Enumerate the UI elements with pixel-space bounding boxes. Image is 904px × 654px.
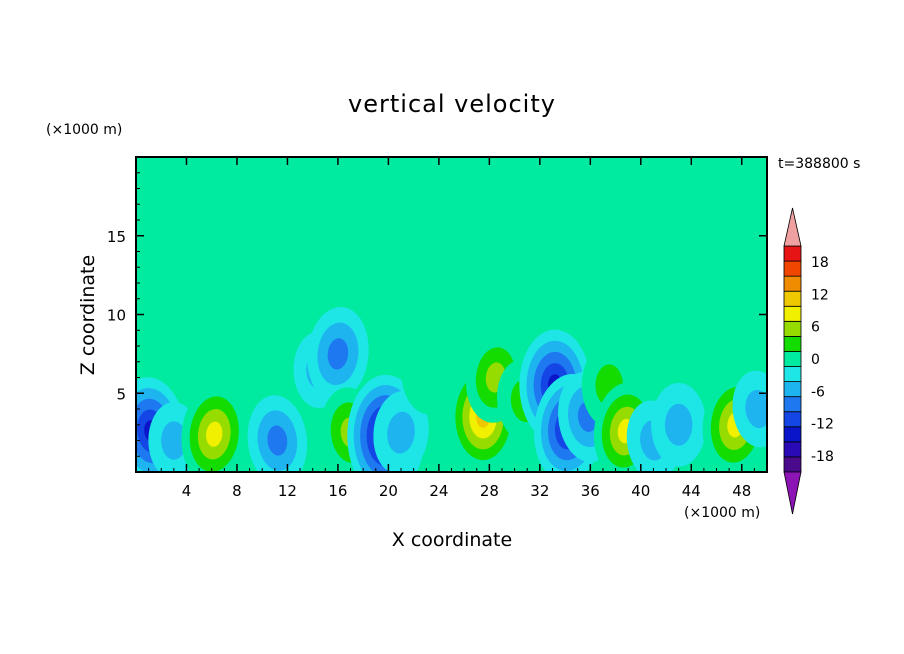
x-tick-label: 16 [328, 482, 347, 500]
colorbar-label: 12 [811, 287, 829, 303]
contour-band [664, 403, 693, 446]
velocity-cell [651, 382, 707, 467]
colorbar-swatch [783, 275, 802, 292]
colorbar-swatch [783, 335, 802, 352]
colorbar-under-arrow [783, 471, 802, 515]
contour-band [745, 389, 767, 429]
x-tick-label: 20 [379, 482, 398, 500]
velocity-cell [401, 340, 451, 415]
x-tick-label: 36 [581, 482, 600, 500]
velocity-cell [373, 390, 429, 472]
colorbar-label: 6 [811, 320, 820, 336]
x-unit-label: (×1000 m) [684, 505, 760, 521]
x-tick-label: 32 [530, 482, 549, 500]
colorbar-swatch [783, 456, 802, 473]
colorbar-label: -18 [811, 449, 834, 465]
colorbar-label: -6 [811, 384, 825, 400]
y-axis-label: Z coordinate [77, 255, 99, 375]
time-label: t=388800 s [778, 156, 860, 172]
colorbar-swatch [783, 366, 802, 382]
y-unit-label: (×1000 m) [46, 122, 122, 138]
colorbar-swatch [783, 351, 802, 367]
velocity-cell [181, 383, 248, 472]
colorbar-swatch [783, 381, 802, 398]
x-axis: 4 8 12 16 20 24 28 32 36 40 44 48 [148, 157, 755, 500]
chart-title: vertical velocity [348, 90, 556, 118]
x-tick-label: 40 [631, 482, 650, 500]
x-tick-label: 24 [429, 482, 448, 500]
colorbar-over-arrow [783, 207, 802, 247]
colorbar-swatch [783, 245, 802, 262]
y-tick-label: 10 [107, 307, 126, 325]
contour-band [327, 338, 349, 370]
colorbar-swatch [783, 396, 802, 413]
velocity-cell [702, 374, 767, 472]
velocity-cell [307, 306, 369, 401]
contour-band [267, 425, 288, 456]
colorbar-swatch [783, 441, 802, 458]
x-tick-label: 44 [682, 482, 701, 500]
colorbar-label: 0 [811, 352, 820, 368]
colorbar-swatch [783, 290, 802, 307]
x-tick-label: 28 [480, 482, 499, 500]
contour-band [387, 411, 415, 454]
colorbar-label: -12 [811, 417, 834, 433]
contour-band [161, 421, 187, 460]
velocity-field [136, 306, 767, 472]
colorbar-swatch [783, 411, 802, 428]
x-axis-label: X coordinate [392, 529, 512, 551]
x-tick-label: 12 [278, 482, 297, 500]
x-tick-label: 4 [182, 482, 192, 500]
velocity-cell [732, 370, 767, 448]
colorbar-swatch [783, 320, 802, 337]
plot-area [136, 157, 767, 472]
colorbar-label: 18 [811, 255, 829, 271]
velocity-cell [247, 395, 308, 472]
colorbar-swatch [783, 426, 802, 443]
x-tick-label: 48 [732, 482, 751, 500]
colorbar-swatch [783, 305, 802, 322]
contour-band [401, 340, 451, 415]
colorbar: 18 12 6 0 -6 -12 -18 [783, 207, 834, 515]
x-tick-label: 8 [232, 482, 242, 500]
contour-band [206, 421, 223, 447]
y-tick-label: 15 [107, 228, 126, 246]
y-axis: 5 10 15 [107, 172, 767, 457]
colorbar-swatch [783, 260, 802, 277]
y-tick-label: 5 [116, 385, 126, 403]
